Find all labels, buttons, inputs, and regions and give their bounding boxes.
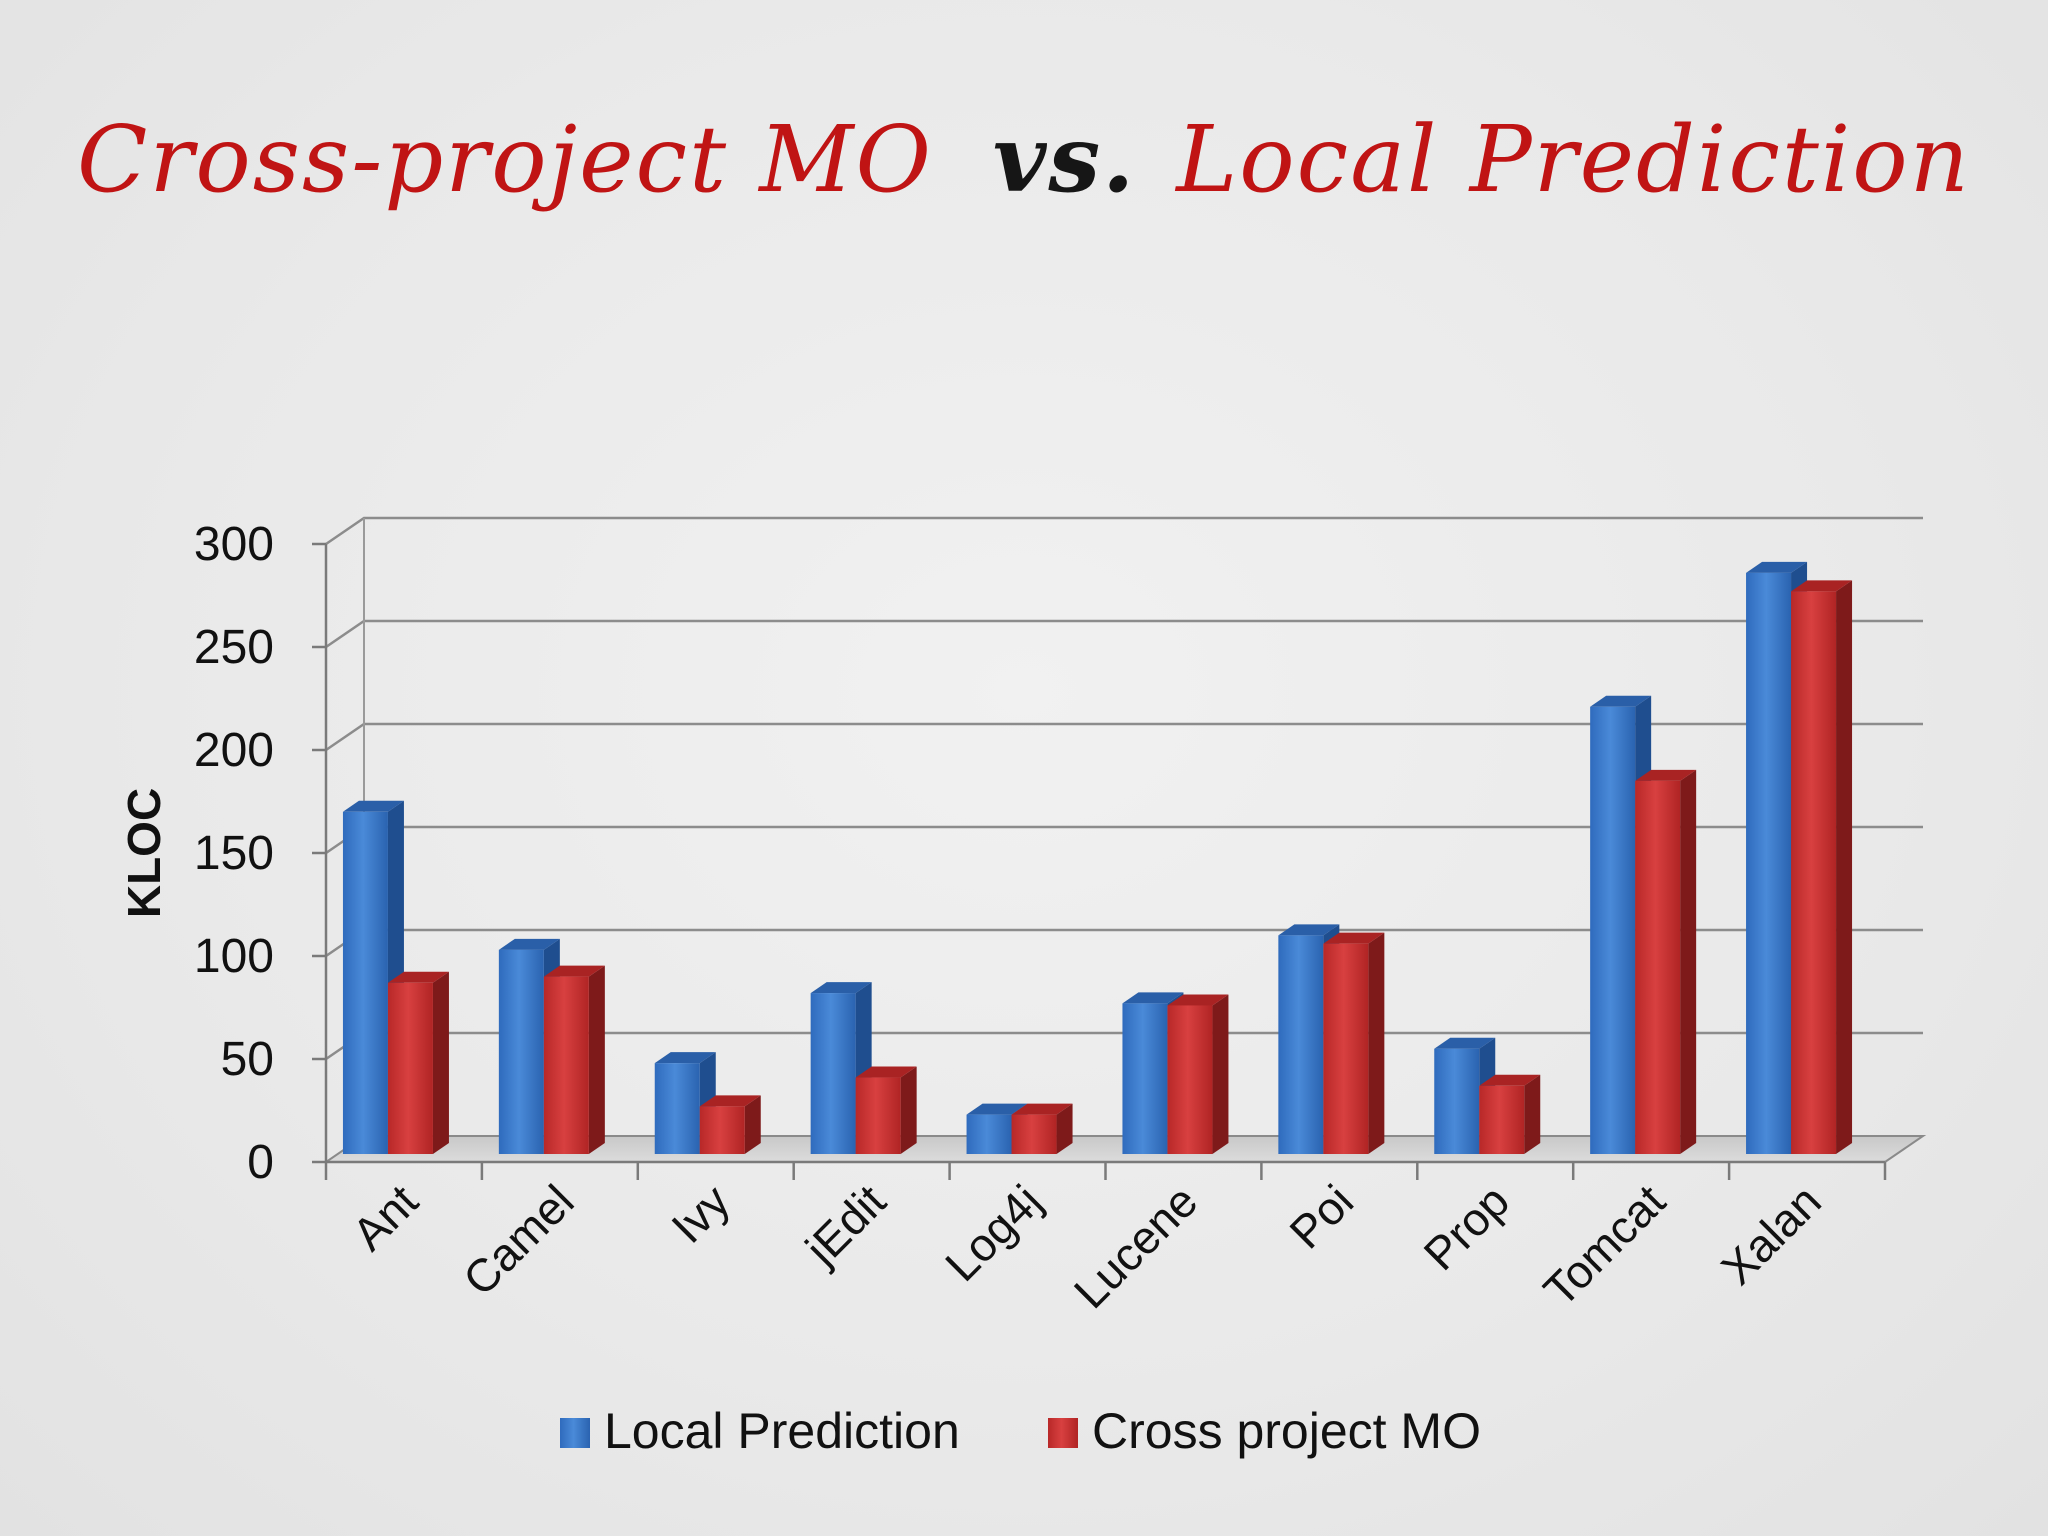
x-category-label: Lucene	[1064, 1175, 1207, 1318]
bar-cross-project-mo-camel	[543, 965, 605, 1154]
y-tick-label: 200	[194, 724, 274, 777]
bar-front	[1746, 572, 1792, 1154]
bar-side	[744, 1095, 761, 1154]
title-part-vs: vs.	[992, 105, 1137, 213]
y-axis-title: KLOC	[118, 788, 170, 918]
x-category-label: Camel	[453, 1175, 584, 1306]
bar-top	[1479, 1074, 1541, 1086]
title-part-cross-project: Cross-project MO	[77, 106, 933, 213]
bar-front	[387, 982, 433, 1154]
bar-side	[1524, 1074, 1541, 1154]
x-category-label: jEdit	[794, 1174, 896, 1276]
axis-labels: 0 50 100 150 200 250 300 Ant Camel Ivy jEdit Log4j L…	[194, 518, 1831, 1318]
bar-front	[699, 1106, 745, 1154]
x-category-label: Xalan	[1711, 1175, 1831, 1295]
bar-top	[1590, 695, 1652, 707]
bar-front	[342, 811, 388, 1154]
gridline	[325, 722, 1923, 752]
slide-title: Cross-project MO vs. Local Prediction	[0, 105, 2048, 213]
bar-top	[1278, 924, 1340, 936]
bar-side	[1056, 1103, 1073, 1154]
y-tick-label: 100	[194, 930, 274, 983]
legend-label-local-prediction: Local Prediction	[604, 1403, 960, 1459]
bar-front	[654, 1063, 700, 1154]
gridline	[325, 516, 1923, 546]
bar-front	[1122, 1003, 1168, 1154]
bar-top	[1122, 992, 1184, 1004]
y-tick-label: 0	[247, 1136, 274, 1189]
bar-front	[1479, 1085, 1525, 1154]
bar-front	[966, 1114, 1012, 1154]
bar-front	[810, 993, 856, 1154]
bar-front	[498, 949, 544, 1154]
bar-cross-project-mo-ant	[387, 971, 449, 1154]
bar-front	[855, 1077, 901, 1154]
bar-top	[1434, 1037, 1496, 1049]
bar-cross-project-mo-prop	[1479, 1074, 1541, 1154]
bar-top	[699, 1095, 761, 1107]
bar-top	[966, 1103, 1028, 1115]
bar-cross-project-mo-xalan	[1791, 580, 1853, 1154]
bar-top	[1011, 1103, 1073, 1115]
legend-swatch-cross-project-mo	[1048, 1418, 1078, 1448]
bar-front	[1278, 935, 1324, 1154]
bar-side	[1680, 769, 1697, 1154]
legend-swatch-local-prediction	[560, 1418, 590, 1448]
bar-front	[1635, 780, 1681, 1154]
bar-top	[654, 1052, 716, 1064]
bar-cross-project-mo-tomcat	[1635, 769, 1697, 1154]
bar-cross-project-mo-lucene	[1167, 994, 1229, 1154]
bar-cross-project-mo-poi	[1323, 932, 1385, 1154]
bar-top	[498, 938, 560, 950]
bar-cross-project-mo-ivy	[699, 1095, 761, 1154]
bar-side	[588, 965, 605, 1154]
bar-front	[543, 976, 589, 1154]
bar-front	[1167, 1005, 1213, 1154]
bar-front	[1590, 706, 1636, 1154]
bar-top	[1635, 769, 1697, 781]
bar-side	[1368, 932, 1385, 1154]
x-category-label: Tomcat	[1533, 1174, 1675, 1316]
bar-top	[1167, 994, 1229, 1006]
x-category-label: Log4j	[935, 1175, 1051, 1291]
y-tick-label: 250	[194, 621, 274, 674]
legend: Local Prediction Cross project MO	[560, 1403, 1481, 1459]
bar-front	[1434, 1048, 1480, 1154]
bar-top	[1323, 932, 1385, 944]
bar-top	[543, 965, 605, 977]
bar-front	[1011, 1114, 1057, 1154]
y-tick-label: 150	[194, 827, 274, 880]
bar-top	[1791, 580, 1853, 592]
bar-side	[1212, 994, 1229, 1154]
x-category-label: Ivy	[661, 1175, 739, 1253]
bar-cross-project-mo-jedit	[855, 1066, 917, 1154]
bar-top	[855, 1066, 917, 1078]
bar-top	[810, 982, 872, 994]
bar-top	[342, 800, 404, 812]
x-category-label: Poi	[1279, 1175, 1363, 1259]
bar-side	[900, 1066, 917, 1154]
x-category-label: Prop	[1414, 1175, 1519, 1280]
bar-side	[1836, 580, 1853, 1154]
bar-local-prediction-ant	[342, 800, 404, 1154]
bar-front	[1323, 943, 1369, 1154]
bars	[342, 561, 1853, 1154]
y-tick-label: 50	[221, 1033, 274, 1086]
y-tick-label: 300	[194, 518, 274, 571]
bar-cross-project-mo-log4j	[1011, 1103, 1073, 1154]
bar-top	[387, 971, 449, 983]
x-category-label: Ant	[342, 1174, 428, 1260]
gridline	[325, 619, 1923, 649]
bar-top	[1746, 561, 1808, 573]
bar-side	[432, 971, 449, 1154]
bar-front	[1791, 591, 1837, 1154]
title-part-local-prediction: Local Prediction	[1176, 106, 1971, 213]
legend-label-cross-project-mo: Cross project MO	[1092, 1403, 1481, 1459]
